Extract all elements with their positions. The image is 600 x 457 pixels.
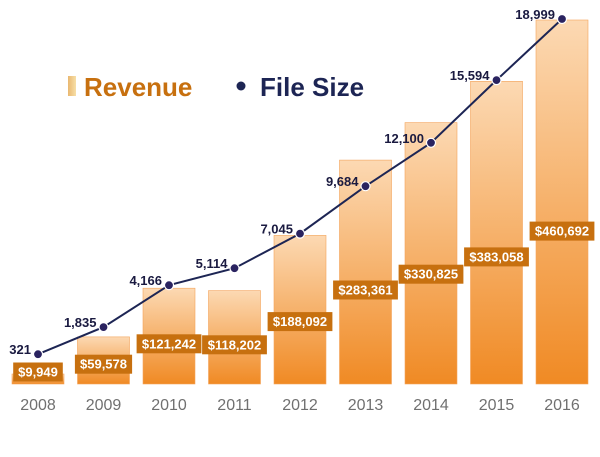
file-size-point-labels: 321 1,835 4,166 5,114 7,045 9,684 12,100 15,594… — [9, 7, 555, 357]
revenue-bar-2012 — [273, 235, 327, 385]
file-size-point-2008 — [32, 349, 44, 360]
revenue-label-2011: $118,202 — [208, 337, 262, 352]
revenue-bar-2013 — [339, 159, 392, 385]
file-size-point-2010 — [163, 280, 175, 291]
file-size-label-2010: 4,166 — [129, 273, 162, 288]
revenue-label-2008: $9,949 — [18, 365, 58, 380]
file-size-label-2014: 12,100 — [384, 131, 424, 146]
revenue-bar-labels: $9,949 $59,578 $121,242 $118,202 $188,092 $28… — [13, 221, 595, 382]
file-size-point-2013 — [360, 181, 371, 192]
revenue-bar-2015 — [470, 81, 523, 385]
x-tick-2015: 2015 — [479, 397, 515, 414]
revenue-label-box-2011 — [202, 335, 267, 355]
file-size-point-2011 — [229, 263, 240, 274]
file-size-label-2012: 7,045 — [260, 222, 293, 237]
x-tick-2013: 2013 — [348, 397, 384, 414]
file-size-point-2009 — [98, 322, 109, 333]
legend-filesize-marker — [236, 81, 246, 91]
revenue-label-2014: $330,825 — [404, 267, 458, 282]
x-tick-2016: 2016 — [544, 397, 580, 414]
revenue-label-box-2012 — [267, 312, 333, 332]
revenue-label-2016: $460,692 — [535, 224, 589, 239]
revenue-label-2010: $121,242 — [142, 336, 196, 351]
legend-revenue-label: Revenue — [84, 72, 192, 102]
revenue-label-box-2014 — [398, 264, 464, 284]
file-size-point-2012 — [294, 228, 306, 239]
x-tick-2010: 2010 — [151, 397, 187, 414]
x-tick-2012: 2012 — [282, 397, 318, 414]
file-size-label-2011: 5,114 — [196, 256, 229, 271]
revenue-label-box-2016 — [529, 221, 595, 241]
revenue-bars — [11, 19, 589, 385]
file-size-label-2013: 9,684 — [326, 174, 359, 189]
file-size-label-2008: 321 — [9, 342, 31, 357]
file-size-label-2015: 15,594 — [450, 68, 491, 83]
file-size-point-2015 — [491, 74, 502, 86]
revenue-label-box-2008 — [13, 362, 63, 382]
revenue-label-box-2013 — [333, 280, 398, 300]
revenue-bar-2016 — [535, 19, 589, 385]
x-tick-2014: 2014 — [413, 397, 449, 414]
revenue-bar-2014 — [404, 122, 458, 385]
file-size-label-2016: 18,999 — [515, 7, 555, 22]
x-tick-2009: 2009 — [86, 397, 122, 414]
file-size-line-series — [32, 13, 568, 360]
x-axis-tick-labels: 2008 2009 2010 2011 2012 2013 2014 2015 2016 — [20, 397, 580, 414]
file-size-point-2016 — [556, 13, 568, 25]
revenue-label-2013: $283,361 — [338, 283, 392, 298]
revenue-label-box-2009 — [74, 354, 133, 374]
file-size-point-2014 — [425, 137, 437, 148]
legend-revenue-swatch — [68, 76, 76, 96]
revenue-label-box-2010 — [136, 334, 202, 354]
x-tick-2011: 2011 — [217, 397, 252, 414]
revenue-label-box-2015 — [464, 247, 529, 267]
revenue-label-2012: $188,092 — [273, 314, 327, 329]
revenue-label-2015: $383,058 — [469, 249, 523, 264]
legend: Revenue File Size — [68, 72, 364, 102]
revenue-label-2009: $59,578 — [80, 357, 127, 372]
file-size-label-2009: 1,835 — [64, 315, 97, 330]
x-tick-2008: 2008 — [20, 397, 56, 414]
legend-filesize-label: File Size — [260, 72, 364, 102]
